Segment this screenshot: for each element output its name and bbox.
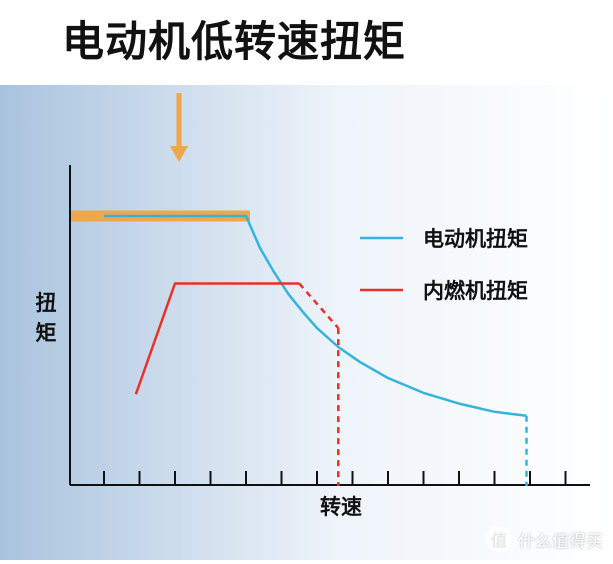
- down-arrow-icon: [170, 146, 188, 162]
- site-logo-icon: 值: [486, 526, 512, 552]
- combustion-torque-line-solid: [134, 282, 300, 395]
- legend-label: 内燃机扭矩: [423, 279, 528, 303]
- page-title: 电动机低转速扭矩: [62, 17, 407, 66]
- watermark-text: 什么值得买: [518, 531, 603, 552]
- watermark: 值 什么值得买: [486, 526, 603, 552]
- chart-background: [0, 85, 613, 560]
- x-axis-label: 转速: [320, 495, 362, 519]
- legend-label: 电动机扭矩: [423, 227, 528, 251]
- electric-torque-line-solid: [104, 214, 527, 418]
- y-axis-label: 扭矩: [36, 291, 57, 345]
- combustion-torque-line-dashed: [298, 282, 340, 329]
